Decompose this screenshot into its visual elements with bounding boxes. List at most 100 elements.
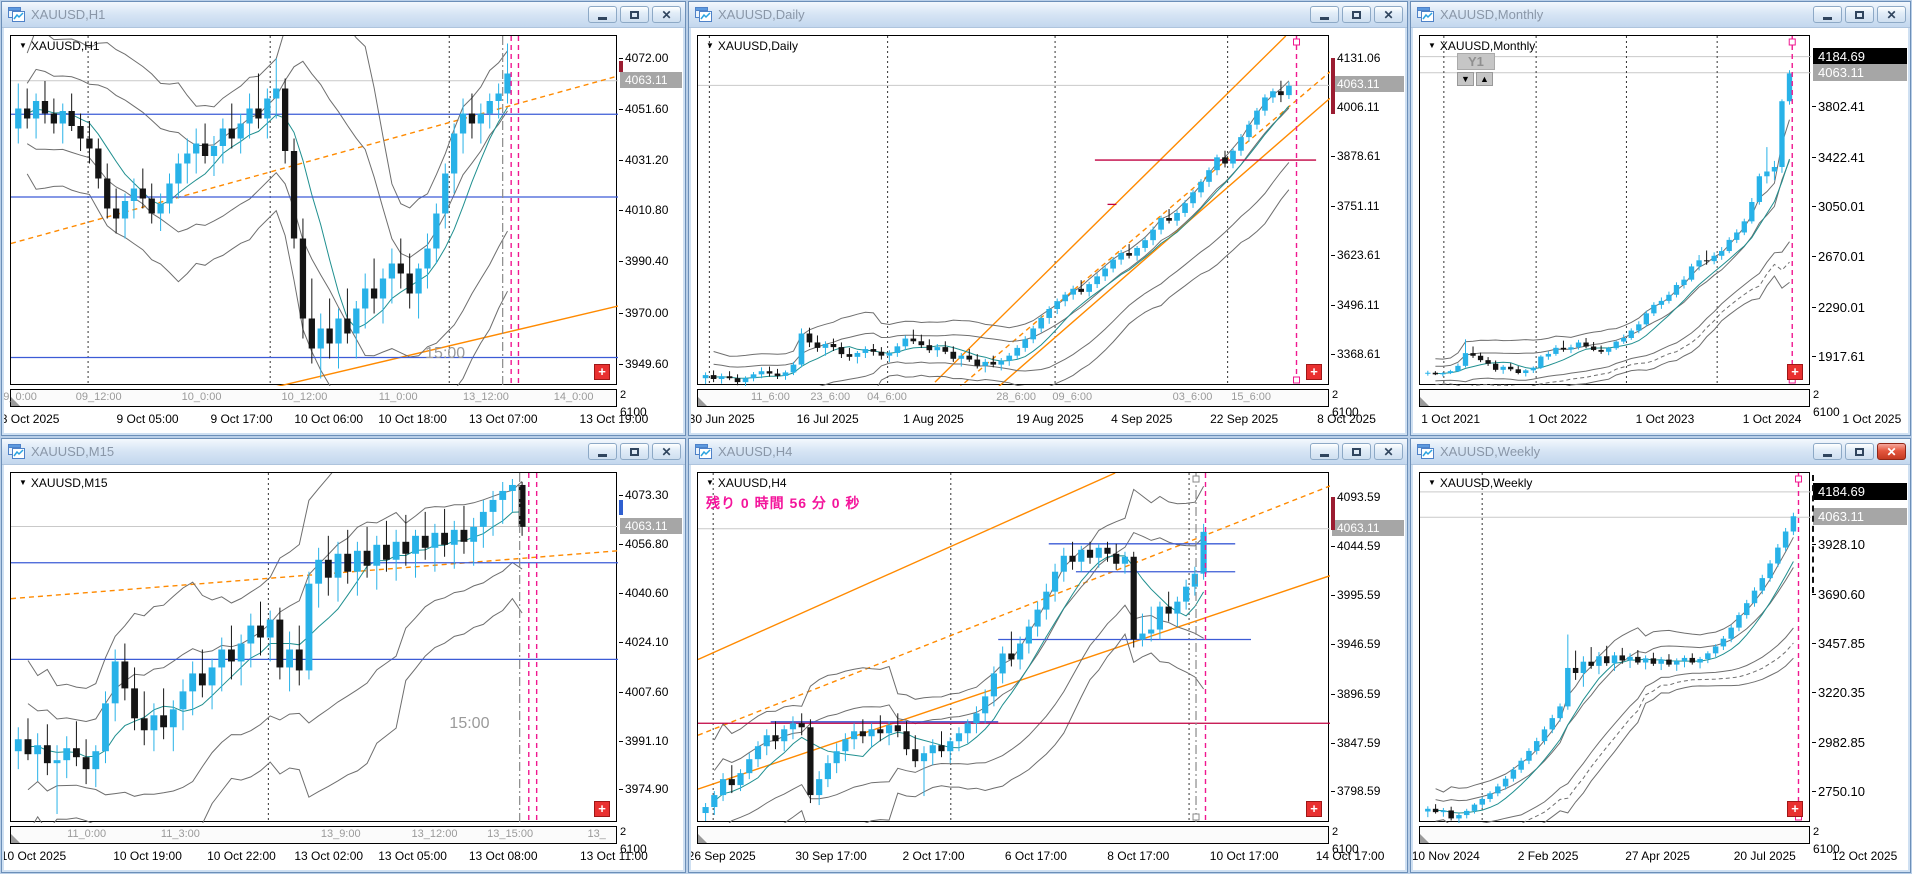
one-click-trading-button[interactable]: + [594, 364, 610, 380]
price-chart-canvas[interactable] [698, 36, 1330, 386]
time-strip[interactable] [1419, 826, 1810, 844]
chart-window-m15[interactable]: XAUUSD,M15 ✕ ▼ XAUUSD,M15 15:00 +4073.30 4056.… [1, 438, 686, 873]
price-chart-canvas[interactable] [1420, 36, 1811, 386]
chart-plot-area[interactable]: ▼ XAUUSD,Monthly Y1 ▼ ▲ + [1419, 35, 1811, 386]
price-axis-label: 3847.59 [1337, 736, 1381, 750]
chart-legend: ▼ XAUUSD,M15 [19, 476, 108, 490]
maximize-button[interactable] [620, 443, 649, 460]
close-button[interactable]: ✕ [652, 6, 681, 23]
scroll-origin-triangle[interactable] [11, 397, 20, 406]
maximize-button[interactable] [620, 6, 649, 23]
chart-window-monthly[interactable]: XAUUSD,Monthly ✕ ▼ XAUUSD,Monthly Y1 ▼ ▲ +3802.… [1410, 1, 1911, 436]
scroll-origin-triangle[interactable] [698, 397, 707, 406]
maximize-button[interactable] [1845, 6, 1874, 23]
close-button[interactable]: ✕ [1374, 6, 1403, 23]
price-axis[interactable]: 3928.10 3690.60 3457.85 3220.35 2982.85 2750.… [1812, 472, 1908, 822]
scroll-origin-triangle[interactable] [11, 834, 20, 843]
date-axis-label: 10 Oct 22:00 [207, 849, 276, 863]
close-button[interactable]: ✕ [1374, 443, 1403, 460]
axis-tick [619, 741, 623, 742]
time-strip[interactable]: 11_6:00 23_6:00 04_6:00 28_6:00 09_6:00 03_6:… [697, 389, 1329, 407]
one-click-trading-button[interactable]: + [1306, 364, 1322, 380]
window-titlebar[interactable]: XAUUSD,Daily ✕ [689, 2, 1407, 28]
axis-tick [1331, 156, 1335, 157]
maximize-button[interactable] [1342, 443, 1371, 460]
date-axis[interactable]: 8 Oct 2025 9 Oct 05:00 9 Oct 17:00 10 Oct 0… [4, 405, 681, 429]
strip-time-label: 03_6:00 [1172, 391, 1213, 403]
close-button[interactable]: ✕ [1877, 6, 1906, 23]
time-strip[interactable] [1419, 389, 1810, 407]
date-axis-label: 13 Oct 07:00 [468, 412, 538, 426]
minimize-button[interactable] [1310, 6, 1339, 23]
price-chart-canvas[interactable] [698, 473, 1330, 823]
date-axis[interactable]: 1 Oct 2021 1 Oct 2022 1 Oct 2023 1 Oct 2024… [1419, 405, 1906, 429]
chart-plot-area[interactable]: ▼ XAUUSD,H1 15:00 + [10, 35, 618, 386]
price-chart-canvas[interactable] [1420, 473, 1811, 823]
chart-window-h4[interactable]: XAUUSD,H4 ✕ ▼ XAUUSD,H4 残り 0 時間 56 分 0 秒 +409… [688, 438, 1408, 873]
date-axis-label: 16 Jul 2025 [796, 412, 859, 426]
scale-up-button[interactable]: ▲ [1476, 72, 1493, 86]
minimize-icon [1320, 453, 1329, 457]
one-click-trading-button[interactable]: + [1787, 364, 1803, 380]
price-chart-canvas[interactable] [11, 36, 618, 386]
one-click-trading-button[interactable]: + [594, 801, 610, 817]
window-titlebar[interactable]: XAUUSD,M15 ✕ [2, 439, 685, 465]
maximize-button[interactable] [1342, 6, 1371, 23]
one-click-trading-button[interactable]: + [1787, 801, 1803, 817]
scale-down-button[interactable]: ▼ [1457, 72, 1474, 86]
window-titlebar[interactable]: XAUUSD,Monthly ✕ [1411, 2, 1910, 28]
maximize-button[interactable] [1845, 443, 1874, 460]
chart-plot-area[interactable]: ▼ XAUUSD,Weekly + [1419, 472, 1811, 823]
scroll-origin-triangle[interactable] [1420, 397, 1429, 406]
date-axis[interactable]: 10 Nov 2024 2 Feb 2025 27 Apr 2025 20 Jul 2… [1413, 842, 1906, 866]
chart-legend: ▼ XAUUSD,Daily [706, 39, 798, 53]
time-strip[interactable] [697, 826, 1329, 844]
date-axis[interactable]: 10 Oct 2025 10 Oct 19:00 10 Oct 22:00 13 Oc… [4, 842, 681, 866]
price-axis[interactable]: 4072.00 4051.60 4031.20 4010.80 3990.40 3970.… [619, 35, 683, 385]
axis-tick [1812, 594, 1816, 595]
date-axis-label: 27 Apr 2025 [1625, 849, 1690, 863]
time-strip[interactable]: 11_0:00 11_3:00 13_9:00 13_12:00 13_15:00 13_ [10, 826, 617, 844]
legend-collapse-icon[interactable]: ▼ [19, 478, 27, 487]
chart-plot-area[interactable]: ▼ XAUUSD,Daily + [697, 35, 1330, 386]
minimize-button[interactable] [588, 6, 617, 23]
window-titlebar[interactable]: XAUUSD,H1 ✕ [2, 2, 685, 28]
subwindow-scale-bottom: 6100 [1813, 842, 1840, 856]
close-button[interactable]: ✕ [1877, 443, 1906, 460]
legend-collapse-icon[interactable]: ▼ [1428, 41, 1436, 50]
legend-collapse-icon[interactable]: ▼ [706, 478, 714, 487]
axis-tick [1812, 643, 1816, 644]
scroll-origin-triangle[interactable] [1420, 834, 1429, 843]
axis-tick [619, 160, 623, 161]
price-axis[interactable]: 4073.30 4056.80 4040.60 4024.10 4007.60 3991.… [619, 472, 683, 822]
price-axis[interactable]: 3802.41 3422.41 3050.01 2670.01 2290.01 1917.… [1812, 35, 1908, 385]
subwindow-scale-bottom: 6100 [1332, 842, 1359, 856]
price-chart-canvas[interactable] [11, 473, 618, 823]
maximize-icon [1352, 10, 1361, 19]
price-axis[interactable]: 4093.59 4044.59 3995.59 3946.59 3896.59 3847.… [1331, 472, 1405, 822]
high-price-box: 4184.69 [1813, 483, 1907, 500]
chart-window-daily[interactable]: XAUUSD,Daily ✕ ▼ XAUUSD,Daily +4131.06 4006.1… [688, 1, 1408, 436]
chart-window-h1[interactable]: XAUUSD,H1 ✕ ▼ XAUUSD,H1 15:00 +4072.00 4051.60… [1, 1, 686, 436]
chart-window-weekly[interactable]: XAUUSD,Weekly ✕ ▼ XAUUSD,Weekly +3928.10 3690… [1410, 438, 1911, 873]
minimize-button[interactable] [588, 443, 617, 460]
one-click-trading-button[interactable]: + [1306, 801, 1322, 817]
window-titlebar[interactable]: XAUUSD,H4 ✕ [689, 439, 1407, 465]
scroll-origin-triangle[interactable] [698, 834, 707, 843]
minimize-button[interactable] [1813, 443, 1842, 460]
chart-plot-area[interactable]: ▼ XAUUSD,H4 残り 0 時間 56 分 0 秒 + [697, 472, 1330, 823]
legend-collapse-icon[interactable]: ▼ [706, 41, 714, 50]
legend-collapse-icon[interactable]: ▼ [19, 41, 27, 50]
minimize-button[interactable] [1310, 443, 1339, 460]
window-controls: ✕ [1813, 443, 1906, 460]
chart-plot-area[interactable]: ▼ XAUUSD,M15 15:00 + [10, 472, 618, 823]
price-axis[interactable]: 4131.06 4006.11 3878.61 3751.11 3623.61 3496.… [1331, 35, 1405, 385]
close-button[interactable]: ✕ [652, 443, 681, 460]
legend-collapse-icon[interactable]: ▼ [1428, 478, 1436, 487]
window-titlebar[interactable]: XAUUSD,Weekly ✕ [1411, 439, 1910, 465]
minimize-button[interactable] [1813, 6, 1842, 23]
date-axis[interactable]: 30 Jun 2025 16 Jul 2025 1 Aug 2025 19 Aug 2… [691, 405, 1403, 429]
date-axis[interactable]: 26 Sep 2025 30 Sep 17:00 2 Oct 17:00 6 Oct … [691, 842, 1403, 866]
date-axis-label: 30 Jun 2025 [691, 412, 755, 426]
time-strip[interactable]: 9_0:00 09_12:00 10_0:00 10_12:00 11_0:00 13_1… [4, 389, 617, 407]
